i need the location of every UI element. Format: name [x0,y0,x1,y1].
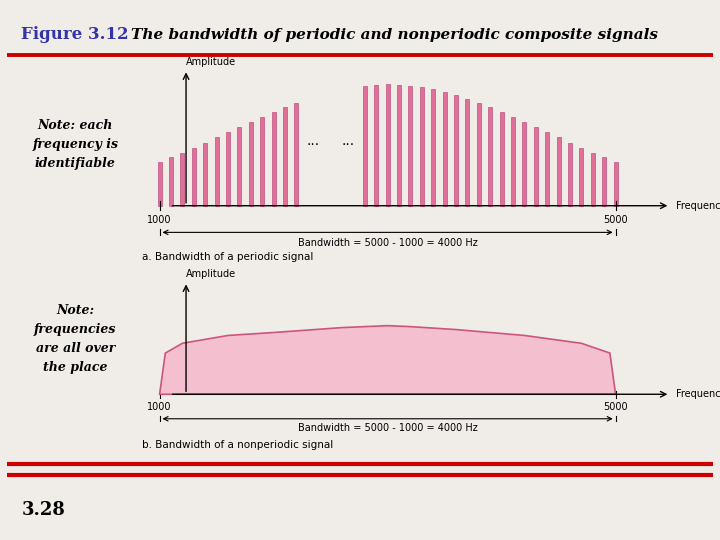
Bar [591,153,595,206]
Bar [249,122,253,206]
Bar [602,157,606,206]
Bar [374,85,378,206]
Bar [534,127,538,206]
Bar [580,147,583,206]
Bar [397,85,401,206]
Polygon shape [160,326,616,394]
Bar [294,103,298,206]
Bar [363,85,366,206]
Bar [283,107,287,206]
Text: Note:
frequencies
are all over
the place: Note: frequencies are all over the place [34,304,117,374]
Text: 3.28: 3.28 [22,501,66,519]
Bar [386,84,390,206]
Text: 5000: 5000 [603,214,628,225]
Bar [500,112,503,206]
Bar [557,137,561,206]
Bar [431,89,435,206]
Bar [169,157,173,206]
Bar [511,117,515,206]
Text: Frequency: Frequency [676,389,720,399]
Text: Amplitude: Amplitude [186,269,236,279]
Text: Amplitude: Amplitude [186,57,236,66]
Bar [465,99,469,206]
Text: ...: ... [307,134,320,149]
Bar [215,137,219,206]
Bar [523,122,526,206]
Bar [568,143,572,206]
Text: a. Bandwidth of a periodic signal: a. Bandwidth of a periodic signal [143,252,314,261]
Text: b. Bandwidth of a nonperiodic signal: b. Bandwidth of a nonperiodic signal [143,441,333,450]
Text: The bandwidth of periodic and nonperiodic composite signals: The bandwidth of periodic and nonperiodi… [130,28,657,42]
Text: 5000: 5000 [603,402,628,411]
Bar [454,95,458,206]
Text: ...: ... [341,134,354,149]
Bar [408,85,413,206]
Text: Bandwidth = 5000 - 1000 = 4000 Hz: Bandwidth = 5000 - 1000 = 4000 Hz [298,238,477,247]
Bar [271,112,276,206]
Bar [192,147,196,206]
Bar [181,153,184,206]
Bar [545,132,549,206]
Text: Frequency: Frequency [676,201,720,211]
Bar [203,143,207,206]
Bar [260,117,264,206]
Text: Figure 3.12: Figure 3.12 [22,26,129,43]
Text: Bandwidth = 5000 - 1000 = 4000 Hz: Bandwidth = 5000 - 1000 = 4000 Hz [298,423,477,433]
Bar [158,162,161,206]
Bar [420,87,424,206]
Bar [226,132,230,206]
Bar [613,162,618,206]
Text: 1000: 1000 [148,402,172,411]
Bar [488,107,492,206]
Text: 1000: 1000 [148,214,172,225]
Bar [477,103,481,206]
Bar [238,127,241,206]
Bar [443,92,446,206]
Text: Note: each
frequency is
identifiable: Note: each frequency is identifiable [32,119,118,170]
